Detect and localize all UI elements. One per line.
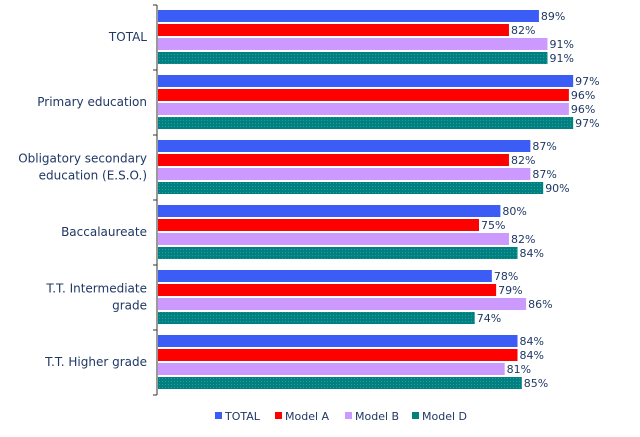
data-label: 97% (575, 75, 599, 88)
data-label: 78% (494, 270, 518, 283)
bar (158, 168, 531, 180)
bar (158, 363, 505, 375)
bar (158, 89, 569, 101)
bar (158, 349, 518, 361)
bar (158, 24, 509, 36)
legend-item: Model A (285, 410, 330, 423)
bar (158, 247, 518, 259)
data-label: 84% (520, 349, 544, 362)
legend-swatch (215, 412, 222, 419)
legend: TOTAL Model A Model B Model D (215, 410, 467, 423)
legend-swatch (345, 412, 352, 419)
data-label: 74% (477, 312, 501, 325)
legend-swatch (412, 412, 419, 419)
legend-item: TOTAL (224, 410, 261, 423)
bar (158, 38, 548, 50)
data-label: 82% (511, 233, 535, 246)
axis (153, 4, 158, 396)
bar (158, 182, 544, 194)
data-label: 90% (545, 182, 569, 195)
bar (158, 140, 531, 152)
category-label: TOTAL (108, 30, 147, 44)
data-label: 80% (502, 205, 526, 218)
bar (158, 205, 501, 217)
data-label: 91% (549, 52, 573, 65)
data-label: 96% (571, 103, 595, 116)
data-label: 79% (498, 284, 522, 297)
data-label: 82% (511, 24, 535, 37)
data-label: 85% (524, 377, 548, 390)
data-label: 96% (571, 89, 595, 102)
data-label: 84% (520, 247, 544, 260)
bar (158, 52, 548, 64)
legend-swatch (275, 412, 282, 419)
bar (158, 298, 527, 310)
data-label: 75% (481, 219, 505, 232)
data-label: 81% (507, 363, 531, 376)
bar (158, 335, 518, 347)
bar (158, 117, 574, 129)
data-label: 86% (528, 298, 552, 311)
data-label: 97% (575, 117, 599, 130)
data-label: 87% (532, 168, 556, 181)
data-label: 91% (549, 38, 573, 51)
category-label: Primary education (37, 95, 147, 109)
category-label: Baccalaureate (61, 225, 147, 239)
category-label: Obligatory secondary (18, 152, 147, 166)
bar (158, 154, 509, 166)
bar (158, 219, 479, 231)
bar (158, 270, 492, 282)
bar (158, 10, 539, 22)
data-label: 87% (532, 140, 556, 153)
legend-item: Model D (422, 410, 467, 423)
category-label: T.T. Higher grade (44, 355, 147, 369)
bar (158, 284, 497, 296)
bar (158, 312, 475, 324)
bar (158, 103, 569, 115)
bar (158, 377, 522, 389)
bar (158, 233, 509, 245)
data-label: 89% (541, 10, 565, 23)
category-label: grade (112, 299, 147, 313)
bar (158, 75, 574, 87)
category-label: education (E.S.O.) (39, 169, 147, 183)
data-label: 84% (520, 335, 544, 348)
data-label: 82% (511, 154, 535, 167)
legend-item: Model B (355, 410, 399, 423)
category-label: T.T. Intermediate (45, 282, 147, 296)
bars (158, 10, 574, 389)
